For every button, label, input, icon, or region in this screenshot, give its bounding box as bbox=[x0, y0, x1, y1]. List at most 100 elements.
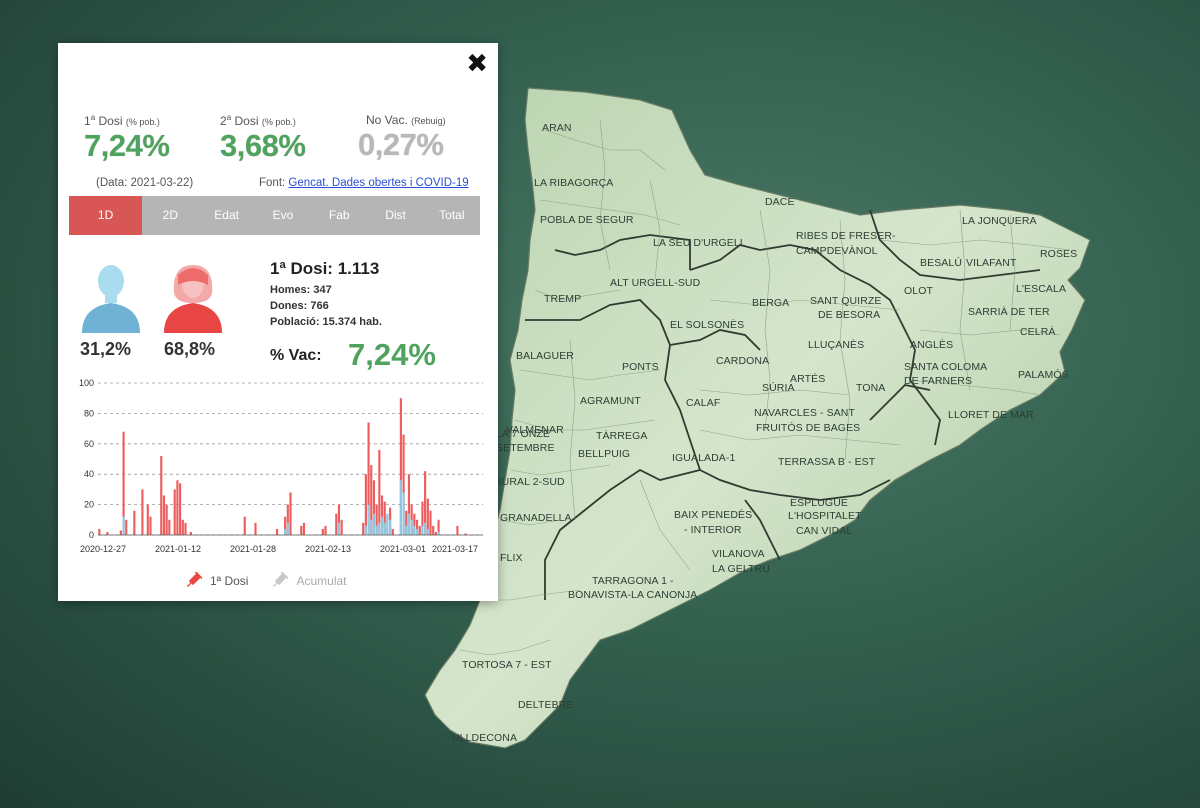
tab-1d[interactable]: 1D bbox=[69, 196, 143, 235]
cumulative-bar[interactable] bbox=[437, 531, 440, 535]
first-dose-bar[interactable] bbox=[375, 504, 378, 535]
cumulative-bar[interactable] bbox=[407, 513, 411, 535]
first-dose-bar[interactable] bbox=[133, 510, 136, 535]
male-person-icon bbox=[82, 265, 140, 333]
close-button[interactable]: ✖ bbox=[466, 48, 488, 78]
cumulative-bar[interactable] bbox=[370, 519, 373, 535]
first-dose-bar[interactable] bbox=[179, 483, 182, 535]
first-dose-bar[interactable] bbox=[413, 513, 416, 535]
cumulative-bar[interactable] bbox=[399, 480, 402, 535]
cumulative-bar[interactable] bbox=[402, 492, 405, 535]
first-dose-bar[interactable] bbox=[432, 525, 435, 535]
tab-edat[interactable]: Edat bbox=[214, 208, 239, 222]
legend-cumulative[interactable]: Acumulat bbox=[270, 572, 347, 590]
cumulative-bar[interactable] bbox=[426, 528, 429, 535]
first-dose-bar[interactable] bbox=[380, 495, 384, 535]
first-dose-bar[interactable] bbox=[300, 525, 303, 535]
first-dose-bar[interactable] bbox=[324, 525, 327, 535]
cumulative-bar[interactable] bbox=[375, 525, 378, 535]
first-dose-bar[interactable] bbox=[378, 449, 381, 535]
first-dose-bar[interactable] bbox=[418, 525, 421, 535]
first-dose-bar[interactable] bbox=[302, 522, 306, 535]
first-dose-bar[interactable] bbox=[415, 519, 419, 535]
first-dose-bar[interactable] bbox=[437, 519, 440, 535]
first-dose-bar[interactable] bbox=[125, 519, 128, 535]
first-dose-bar[interactable] bbox=[364, 474, 367, 535]
first-dose-bar[interactable] bbox=[407, 474, 411, 535]
first-dose-bar[interactable] bbox=[181, 519, 184, 535]
first-dose-bar[interactable] bbox=[286, 504, 289, 535]
first-dose-bar[interactable] bbox=[289, 492, 292, 535]
cumulative-bar[interactable] bbox=[284, 528, 287, 535]
first-dose-bar[interactable] bbox=[399, 398, 402, 535]
first-dose-bar[interactable] bbox=[254, 522, 257, 535]
first-dose-bar[interactable] bbox=[464, 533, 467, 535]
first-dose-bar[interactable] bbox=[335, 513, 338, 535]
first-dose-bar[interactable] bbox=[321, 528, 324, 535]
first-dose-bar[interactable] bbox=[275, 528, 279, 535]
cumulative-bar[interactable] bbox=[380, 516, 384, 535]
cumulative-bar[interactable] bbox=[378, 522, 381, 535]
first-dose-bar[interactable] bbox=[168, 519, 171, 535]
first-dose-bar[interactable] bbox=[421, 501, 424, 535]
second-dose-stat: 2a Dosi (% pob.) 3,68% bbox=[220, 113, 306, 164]
first-dose-bar[interactable] bbox=[189, 531, 192, 535]
cumulative-bar[interactable] bbox=[413, 525, 416, 535]
first-dose-bar[interactable] bbox=[141, 489, 144, 535]
first-dose-bar[interactable] bbox=[367, 422, 370, 535]
first-dose-bar[interactable] bbox=[184, 522, 187, 535]
first-dose-bar[interactable] bbox=[340, 519, 343, 535]
first-dose-bar[interactable] bbox=[434, 531, 437, 535]
legend-first-dose[interactable]: 1ª Dosi bbox=[184, 572, 248, 590]
first-dose-bar[interactable] bbox=[429, 510, 432, 535]
cumulative-bar[interactable] bbox=[383, 522, 386, 535]
source-link[interactable]: Gencat. Dades obertes i COVID-19 bbox=[288, 177, 469, 189]
cumulative-bar[interactable] bbox=[386, 513, 389, 535]
cumulative-bar[interactable] bbox=[405, 525, 408, 535]
first-dose-bar[interactable] bbox=[165, 504, 168, 535]
first-dose-bar[interactable] bbox=[410, 504, 413, 535]
first-dose-bar[interactable] bbox=[146, 504, 149, 535]
first-dose-bar[interactable] bbox=[173, 489, 176, 535]
first-dose-bar[interactable] bbox=[405, 510, 408, 535]
cumulative-bar[interactable] bbox=[286, 522, 289, 535]
cumulative-bar[interactable] bbox=[337, 522, 341, 535]
tab-dist[interactable]: Dist bbox=[385, 208, 406, 222]
cumulative-bar[interactable] bbox=[122, 516, 125, 535]
first-dose-bar[interactable] bbox=[122, 431, 125, 535]
first-dose-bar[interactable] bbox=[162, 495, 166, 535]
first-dose-bar[interactable] bbox=[372, 480, 376, 535]
cumulative-bar[interactable] bbox=[364, 525, 367, 535]
first-dose-bar[interactable] bbox=[402, 434, 405, 535]
first-dose-bar[interactable] bbox=[370, 465, 373, 535]
tab-fab[interactable]: Fab bbox=[328, 208, 350, 222]
first-dose-bar[interactable] bbox=[424, 471, 427, 535]
first-dose-bar[interactable] bbox=[106, 531, 109, 535]
cumulative-bar[interactable] bbox=[372, 513, 376, 535]
first-dose-bar[interactable] bbox=[176, 480, 179, 535]
first-dose-bar[interactable] bbox=[284, 516, 287, 535]
first-dose-bar[interactable] bbox=[456, 525, 459, 535]
cumulative-bar[interactable] bbox=[421, 525, 424, 535]
first-dose-bar[interactable] bbox=[160, 455, 163, 535]
first-dose-bar[interactable] bbox=[426, 498, 429, 535]
cumulative-bar[interactable] bbox=[389, 519, 392, 535]
first-dose-bar[interactable] bbox=[149, 516, 152, 535]
first-dose-bar[interactable] bbox=[243, 516, 246, 535]
cumulative-bar[interactable] bbox=[424, 522, 427, 535]
map-label: CAN VIDAL bbox=[796, 525, 852, 537]
tab-2d[interactable]: 2D bbox=[162, 208, 178, 222]
cumulative-bar[interactable] bbox=[415, 528, 419, 535]
catalonia-region-shape[interactable] bbox=[424, 87, 1091, 749]
first-dose-bar[interactable] bbox=[383, 501, 386, 535]
cumulative-bar[interactable] bbox=[367, 504, 370, 535]
first-dose-bar[interactable] bbox=[391, 528, 394, 535]
first-dose-bar[interactable] bbox=[337, 504, 341, 535]
first-dose-bar[interactable] bbox=[119, 530, 122, 535]
cumulative-bar[interactable] bbox=[410, 519, 413, 535]
tab-evo[interactable]: Evo bbox=[272, 208, 294, 222]
tab-total[interactable]: Total bbox=[439, 208, 465, 222]
first-dose-bar[interactable] bbox=[98, 528, 101, 535]
first-dose-bar[interactable] bbox=[362, 522, 365, 535]
